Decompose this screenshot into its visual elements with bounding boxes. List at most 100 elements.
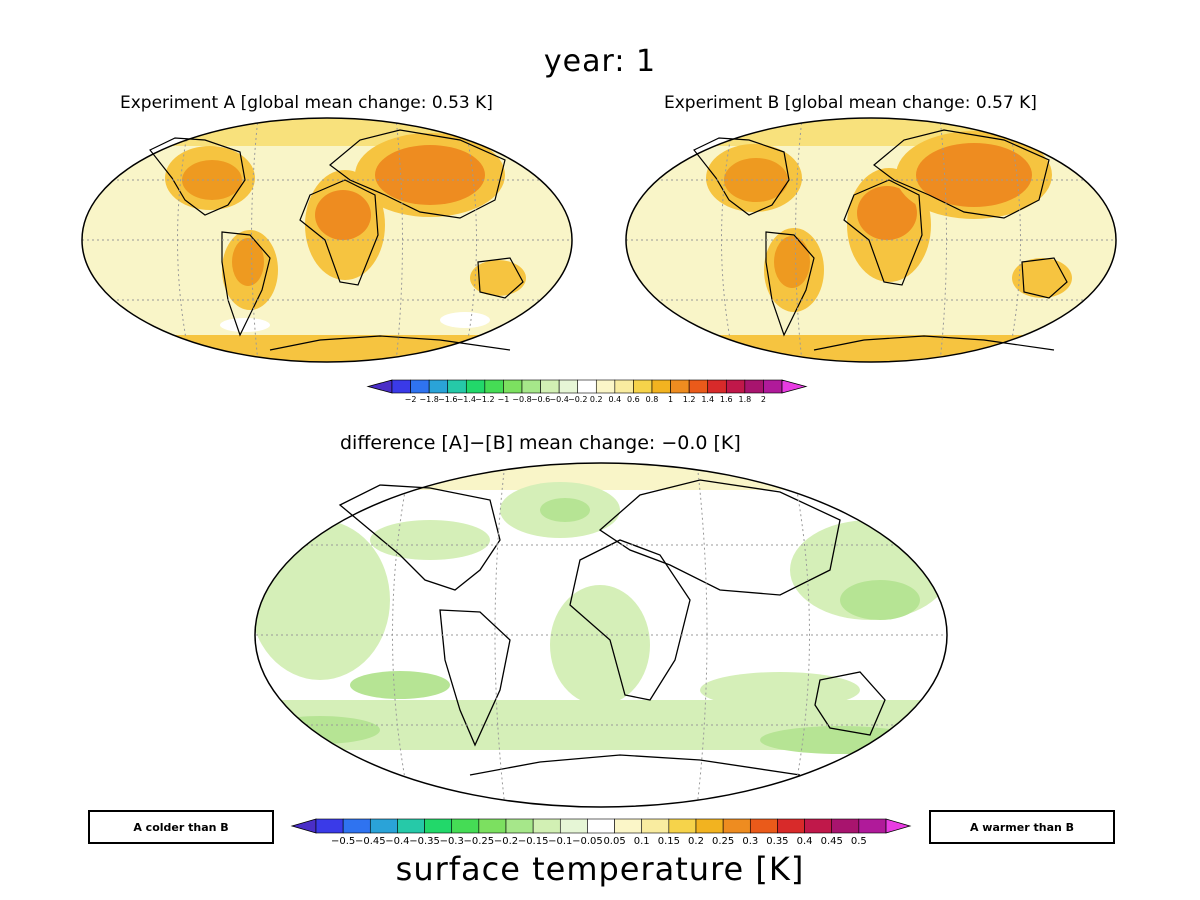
colorbar-top: −2 −1.8 −1.6 −1.4 −1.2 −1 −0.8 −0.6 −0.4 −0.2 0.2 0…	[366, 379, 808, 404]
colorbar-bottom-swatch	[614, 818, 643, 834]
colorbar-top-swatch	[465, 379, 486, 394]
colorbar-top-tick-label: −0.6	[531, 395, 550, 404]
colorbar-bottom-tick-label: −0.5	[331, 836, 355, 847]
colorbar-bottom-swatch	[858, 818, 887, 834]
colorbar-bottom-swatch	[451, 818, 480, 834]
colorbar-bottom-tick-label: −0.3	[440, 836, 464, 847]
colorbar-bottom-swatch	[722, 818, 751, 834]
colorbar-bottom-swatch	[695, 818, 724, 834]
colorbar-bottom-tick-label: 0.4	[797, 836, 813, 847]
colorbar-top-swatch	[428, 379, 449, 394]
colorbar-top-tick-label: 1.6	[720, 395, 733, 404]
colorbar-bottom-tick-label: 0.05	[603, 836, 625, 847]
colorbar-top-tick-label: −1	[498, 395, 510, 404]
colorbar-top-swatch	[763, 379, 783, 394]
colorbar-bottom-swatch	[424, 818, 453, 834]
colorbar-bottom: −0.5 −0.45 −0.4 −0.35 −0.3 −0.25 −0.2 −0.15 −0.1…	[290, 818, 912, 847]
colorbar-bottom-swatch	[315, 818, 344, 834]
colorbar-bottom-tick-label: −0.15	[518, 836, 549, 847]
colorbar-bottom-swatch	[587, 818, 615, 834]
colorbar-top-arrow-low	[366, 379, 393, 394]
colorbar-top-tick-label: 1.2	[683, 395, 696, 404]
coastlines-b	[693, 129, 1068, 351]
colorbar-bottom-tick-label: −0.1	[548, 836, 572, 847]
colorbar-bottom-tick-label: −0.35	[409, 836, 440, 847]
colorbar-top-tick-label: −1.4	[457, 395, 476, 404]
colorbar-top-tick-label: −2	[405, 395, 417, 404]
colorbar-bottom-swatch	[641, 818, 670, 834]
colorbar-bottom-swatch	[668, 818, 697, 834]
colorbar-top-swatch	[688, 379, 709, 394]
colorbar-top-swatch	[670, 379, 690, 394]
colorbar-top-swatch	[540, 379, 560, 394]
colorbar-bottom-swatch	[369, 818, 398, 834]
figure-title: year: 1	[543, 44, 657, 79]
colorbar-top-tick-label: 1	[668, 395, 673, 404]
warmer-label: A warmer than B	[969, 820, 1075, 834]
panel-a-title: Experiment A [global mean change: 0.53 K…	[120, 93, 493, 113]
panel-b-title: Experiment B [global mean change: 0.57 K…	[664, 93, 1037, 113]
colorbar-top-tick-label: 0.2	[590, 395, 603, 404]
colorbar-bottom-swatch	[397, 818, 425, 834]
colorbar-bottom-tick-label: 0.35	[766, 836, 788, 847]
colorbar-bottom-tick-label: 0.1	[634, 836, 650, 847]
colorbar-bottom-swatch	[559, 818, 588, 834]
colorbar-top-tick-label: 0.8	[646, 395, 659, 404]
colorbar-top-swatch	[651, 379, 671, 394]
colorbar-top-tick-label: −0.8	[512, 395, 531, 404]
colder-label: A colder than B	[133, 820, 229, 834]
colorbar-bottom-tick-label: −0.25	[464, 836, 495, 847]
colorbar-bottom-swatch	[532, 818, 561, 834]
colorbar-bottom-tick-label: 0.2	[688, 836, 704, 847]
colorbar-top-swatch	[521, 379, 541, 394]
colorbar-bottom-swatch	[831, 818, 860, 834]
colorbar-top-swatch	[577, 379, 597, 394]
colorbar-top-swatch	[725, 379, 746, 394]
colorbar-bottom-arrow-high	[885, 818, 912, 834]
colorbar-top-swatch	[744, 379, 764, 394]
colorbar-top-tick-label: 1.8	[738, 395, 751, 404]
colorbar-top-tick-label: −1.8	[419, 395, 438, 404]
colorbar-bottom-swatch	[478, 818, 507, 834]
colorbar-top-tick-label: −0.2	[568, 395, 587, 404]
colorbar-top-tick-label: 0.4	[608, 395, 621, 404]
warmer-legend-box: A warmer than B	[929, 810, 1115, 844]
panel-diff-title: difference [A]−[B] mean change: −0.0 [K]	[340, 432, 741, 454]
colorbar-top-tick-label: −0.4	[549, 395, 568, 404]
colorbar-bottom-swatch	[804, 818, 833, 834]
colorbar-bottom-tick-label: 0.3	[742, 836, 758, 847]
variable-title: surface temperature [K]	[395, 850, 805, 888]
colorbar-top-swatch	[633, 379, 653, 394]
colorbar-bottom-swatch	[505, 818, 534, 834]
colorbar-top-tick-label: −1.6	[438, 395, 457, 404]
colorbar-top-swatch	[391, 379, 411, 394]
colorbar-bottom-tick-label: 0.45	[821, 836, 843, 847]
colorbar-bottom-swatch	[749, 818, 778, 834]
colorbar-top-swatch	[484, 379, 504, 394]
colorbar-top-swatch	[410, 379, 430, 394]
colorbar-bottom-tick-label: −0.2	[494, 836, 518, 847]
colorbar-top-tick-label: 0.6	[627, 395, 640, 404]
colorbar-bottom-tick-label: 0.15	[658, 836, 680, 847]
colorbar-bottom-tick-label: 0.25	[712, 836, 734, 847]
colorbar-top-tick-label: 1.4	[701, 395, 714, 404]
colorbar-bottom-tick-label: −0.45	[355, 836, 386, 847]
colorbar-bottom-tick-label: −0.05	[572, 836, 603, 847]
colorbar-top-swatch	[558, 379, 579, 394]
colder-legend-box: A colder than B	[88, 810, 274, 844]
colorbar-top-swatch	[447, 379, 467, 394]
colorbar-bottom-tick-label: −0.4	[385, 836, 409, 847]
colorbar-top-swatch	[503, 379, 523, 394]
colorbar-top-tick-label: 2	[761, 395, 766, 404]
coastlines-a	[149, 129, 524, 351]
colorbar-bottom-swatch	[342, 818, 371, 834]
colorbar-bottom-arrow-low	[290, 818, 317, 834]
colorbar-top-swatch	[595, 379, 616, 394]
coastlines-diff	[338, 479, 886, 776]
colorbar-bottom-swatch	[777, 818, 805, 834]
colorbar-top-tick-label: −1.2	[475, 395, 494, 404]
colorbar-top-swatch	[707, 379, 727, 394]
colorbar-bottom-tick-label: 0.5	[851, 836, 867, 847]
colorbar-top-swatch	[614, 379, 634, 394]
